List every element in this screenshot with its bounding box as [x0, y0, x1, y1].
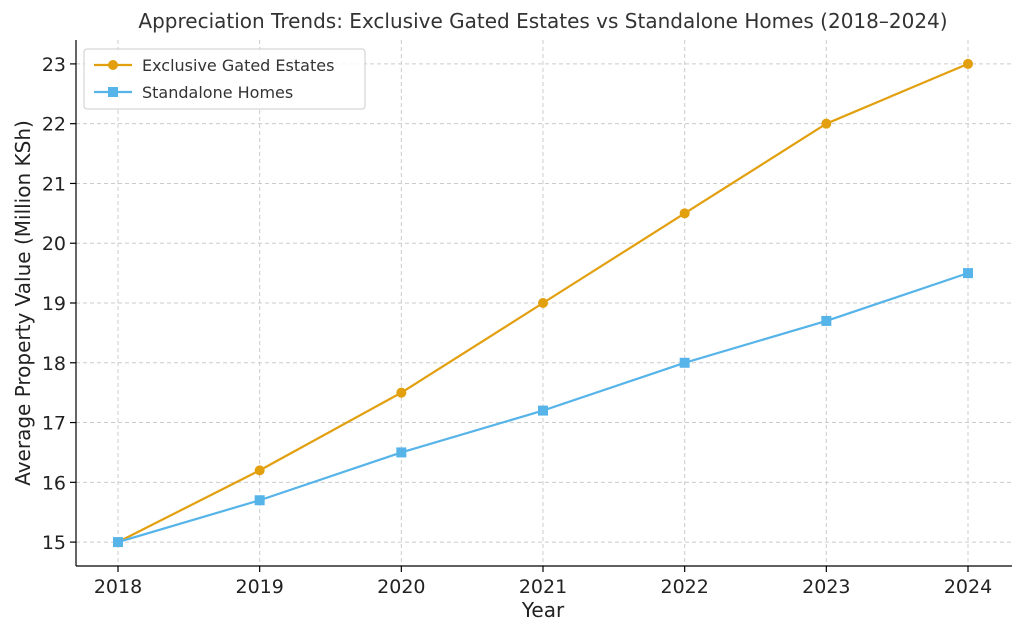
data-point — [396, 387, 407, 398]
legend-item: Exclusive Gated Estates — [94, 56, 334, 75]
y-tick-label: 23 — [42, 54, 66, 76]
legend-box — [83, 48, 366, 110]
legend: Exclusive Gated Estates Standalone Homes — [83, 48, 366, 110]
data-point — [254, 465, 265, 476]
x-axis-ticks: 2018 2019 2020 2021 2022 2023 2024 — [94, 566, 992, 598]
y-tick-label: 20 — [42, 233, 66, 255]
legend-marker — [108, 87, 118, 97]
y-axis-ticks: 15 16 17 18 19 20 21 22 23 — [42, 54, 76, 554]
data-point — [538, 405, 548, 416]
x-axis-label: Year — [521, 598, 565, 622]
y-tick-label: 15 — [42, 532, 66, 554]
data-point — [821, 118, 832, 129]
data-point — [679, 357, 690, 368]
series-1 — [113, 268, 973, 548]
data-point — [821, 315, 832, 326]
x-tick-label: 2021 — [519, 576, 567, 598]
x-tick-label: 2020 — [377, 576, 425, 598]
data-point — [679, 208, 690, 219]
data-point — [963, 268, 973, 279]
legend-item: Standalone Homes — [94, 83, 293, 102]
x-tick-label: 2019 — [235, 576, 283, 598]
x-tick-label: 2018 — [94, 576, 142, 598]
legend-label: Standalone Homes — [142, 83, 293, 102]
data-point — [396, 447, 407, 458]
x-tick-label: 2022 — [660, 576, 708, 598]
y-tick-label: 21 — [42, 173, 66, 195]
y-tick-label: 22 — [42, 114, 66, 136]
legend-label: Exclusive Gated Estates — [142, 56, 334, 75]
x-tick-label: 2023 — [802, 576, 850, 598]
data-point — [113, 537, 123, 548]
y-tick-label: 19 — [42, 293, 66, 315]
y-axis-label: Average Property Value (Million KSh) — [11, 120, 35, 486]
y-tick-label: 17 — [42, 413, 66, 435]
chart-title: Appreciation Trends: Exclusive Gated Est… — [138, 9, 947, 33]
series — [113, 58, 973, 548]
legend-marker — [108, 60, 118, 70]
data-point — [538, 298, 548, 308]
data-point — [963, 58, 973, 69]
data-point — [254, 495, 265, 506]
y-tick-label: 16 — [42, 472, 66, 494]
x-tick-label: 2024 — [944, 576, 992, 598]
y-tick-label: 18 — [42, 353, 66, 375]
